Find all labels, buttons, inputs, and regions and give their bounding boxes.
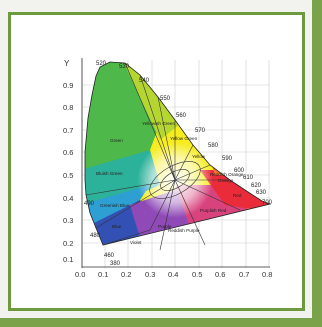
region-label-bluish-green: Bluish Green xyxy=(96,171,123,176)
wavelength-label: 620 xyxy=(251,183,262,189)
x-tick-label: 0.5 xyxy=(192,270,202,279)
x-tick-label: 0.6 xyxy=(215,270,225,279)
y-tick-labels: 0.9 0.8 0.7 0.6 0.5 0.4 0.3 0.2 0.1 xyxy=(63,81,73,264)
green-border-right xyxy=(312,0,322,327)
region-label-reddish-purple: Reddish Purple xyxy=(168,228,200,233)
x-tick-label: 0.0 xyxy=(75,270,85,279)
cie-chromaticity-diagram: Y 0.9 0.8 0.7 0.6 0.5 0.4 0.3 0.2 0.1 0.… xyxy=(63,58,273,279)
y-tick-label: 0.7 xyxy=(63,126,73,135)
wavelength-label: 520 xyxy=(96,61,107,67)
region-label-yellow-green: Yellow Green xyxy=(170,136,198,141)
region-label-blue: Blue xyxy=(112,224,122,229)
region-label-green: Green xyxy=(110,138,123,143)
region-label-yellow: Yellow xyxy=(192,154,206,159)
x-tick-labels: 0.0 0.1 0.2 0.3 0.4 0.5 0.6 0.7 0.8 xyxy=(75,270,272,279)
region-label-reddish-orange: Reddish Orange xyxy=(210,172,244,177)
wavelength-label: 380 xyxy=(110,261,121,267)
wavelength-label: 580 xyxy=(208,143,219,149)
wavelength-label: 630 xyxy=(256,190,267,196)
spectral-locus xyxy=(84,61,272,246)
region-boundaries xyxy=(85,62,241,251)
wavelength-label: 530 xyxy=(119,64,130,70)
green-border-bottom xyxy=(0,318,322,327)
y-tick-label: 0.1 xyxy=(63,255,73,264)
y-tick-label: 0.5 xyxy=(63,171,73,180)
wavelength-label: 540 xyxy=(139,78,150,84)
color-region-labels: Green Yellowish Green Yellow Green Yello… xyxy=(96,121,244,245)
wavelength-label: 590 xyxy=(222,156,233,162)
wavelength-label: 490 xyxy=(84,201,95,207)
y-tick-label: 0.4 xyxy=(63,194,73,203)
y-tick-label: 0.2 xyxy=(63,239,73,248)
region-label-red: Red xyxy=(233,193,242,198)
wavelength-label: 600 xyxy=(234,168,245,174)
region-label-orange: Orange xyxy=(218,178,234,183)
x-tick-label: 0.7 xyxy=(239,270,249,279)
region-label-yellowish-green: Yellowish Green xyxy=(142,121,175,126)
region-label-purplish-red: Purplish Red xyxy=(200,208,227,213)
x-tick-label: 0.1 xyxy=(98,270,108,279)
wavelength-labels: 520 530 540 550 560 570 580 590 600 610 … xyxy=(84,61,273,267)
y-tick-label: 0.8 xyxy=(63,103,73,112)
x-tick-label: 0.4 xyxy=(168,270,178,279)
y-tick-label: 0.9 xyxy=(63,81,73,90)
wavelength-label: 460 xyxy=(104,253,115,259)
x-tick-label: 0.3 xyxy=(145,270,155,279)
y-axis-title: Y xyxy=(64,59,70,68)
region-label-violet: Violet xyxy=(130,240,142,245)
x-tick-label: 0.2 xyxy=(121,270,131,279)
color-gamut xyxy=(85,62,270,245)
y-tick-label: 0.3 xyxy=(63,216,73,225)
wavelength-label: 550 xyxy=(160,96,171,102)
region-label-purple: Purple xyxy=(158,224,172,229)
wavelength-label: 560 xyxy=(176,113,187,119)
region-label-greenish-blue: Greenish Blue xyxy=(100,203,130,208)
wavelength-label: 610 xyxy=(243,175,254,181)
wavelength-label: 480 xyxy=(90,233,101,239)
y-tick-label: 0.6 xyxy=(63,148,73,157)
x-tick-label: 0.8 xyxy=(262,270,272,279)
wavelength-label: 700 xyxy=(262,200,273,206)
wavelength-label: 570 xyxy=(195,128,206,134)
